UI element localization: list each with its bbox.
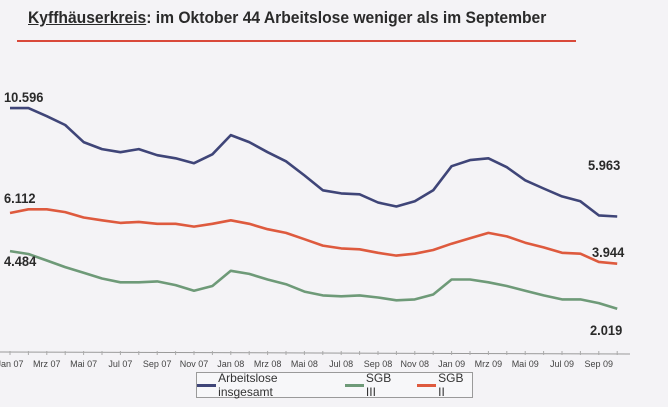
x-tick-label: Nov 08 [401,359,430,369]
legend-item-sgb2: SGB II [416,371,472,399]
legend: Arbeitslose insgesamt SGB III SGB II [196,371,473,399]
x-tick-label: Jul 09 [550,359,574,369]
series-line-sgb-iii [9,249,618,311]
legend-swatch [344,383,364,387]
label-total-first: 10.596 [4,89,44,105]
x-tick-label: Sep 08 [364,359,393,369]
x-tick-label: Mrz 08 [254,359,282,369]
legend-item-sgb3: SGB III [344,371,403,399]
x-tick-label: Jul 08 [329,359,353,369]
x-tick-label: Mrz 07 [33,359,61,369]
x-tick-label: Jan 08 [217,359,244,369]
series-line-sgb-ii [9,208,618,265]
legend-label: SGB II [438,371,464,399]
x-tick-label: Mai 07 [70,359,97,369]
label-sgb3-last: 2.019 [590,322,623,338]
x-tick-label: Sep 09 [585,359,614,369]
title-region: Kyffhäuserkreis [28,8,147,27]
label-total-last: 5.963 [588,157,621,173]
x-tick-label: Jan 09 [438,359,465,369]
x-tick-label: Nov 07 [180,359,209,369]
legend-swatch [197,383,217,387]
label-sgb2-first: 6.112 [4,190,36,206]
title-text: : im Oktober 44 Arbeitslose weniger als … [146,8,547,27]
series-line-arbeitslose-insgesamt [10,106,618,218]
x-tick-label: Jan 07 [0,359,24,369]
x-tick-label: Jul 07 [108,359,132,369]
x-tick-label: Mrz 09 [475,359,503,369]
legend-label: SGB III [365,371,392,399]
title-divider [17,40,576,42]
legend-item-total: Arbeitslose insgesamt [197,371,331,399]
x-tick-label: Mai 09 [512,359,539,369]
label-sgb2-last: 3.944 [592,244,625,260]
legend-swatch [416,383,437,387]
chart-title: Kyffhäuserkreis: im Oktober 44 Arbeitslo… [28,8,546,28]
x-axis [0,351,631,355]
x-tick-label: Mai 08 [291,359,318,369]
x-tick-label: Sep 07 [143,359,172,369]
label-sgb3-first: 4.484 [4,253,37,269]
legend-label: Arbeitslose insgesamt [218,371,278,399]
